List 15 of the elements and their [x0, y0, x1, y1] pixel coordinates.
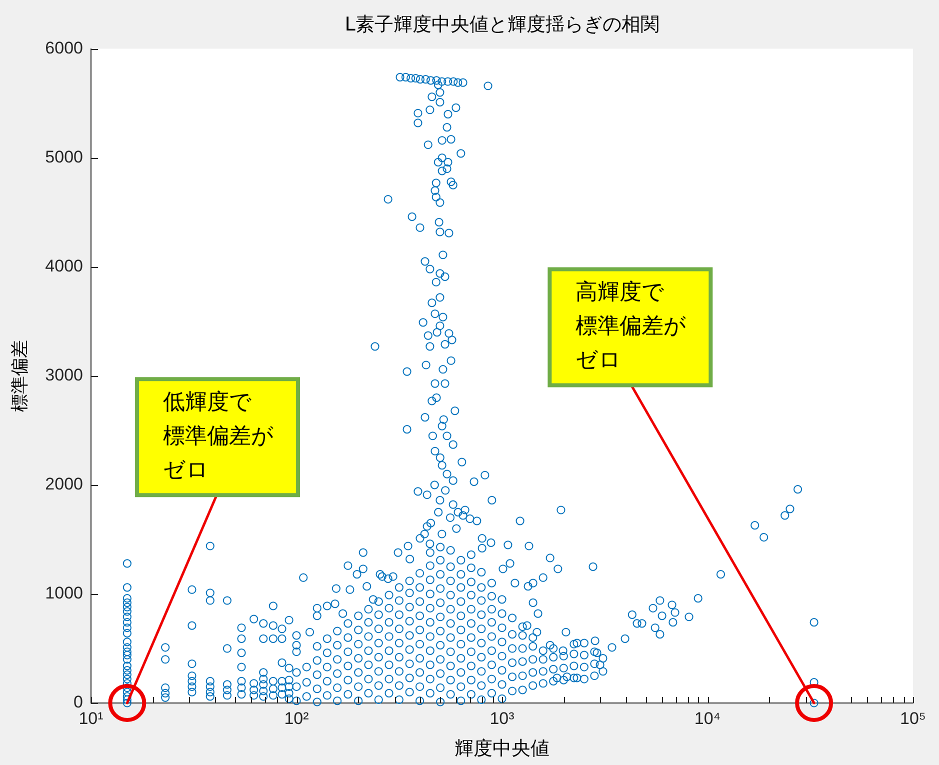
x-tick-label: 10⁴ — [694, 708, 721, 728]
x-axis-title: 輝度中央値 — [454, 738, 550, 760]
y-tick-label: 6000 — [45, 38, 83, 58]
y-tick-label: 5000 — [45, 148, 83, 167]
y-tick-label: 3000 — [45, 366, 83, 385]
y-tick-label: 2000 — [45, 474, 83, 494]
x-tick-label: 10² — [284, 708, 310, 728]
x-tick-label: 10⁵ — [900, 708, 926, 728]
y-tick-label: 1000 — [45, 584, 83, 603]
annotation: 低輝度で標準偏差がゼロ — [163, 390, 274, 483]
y-axis-title: 標準偏差 — [9, 340, 30, 412]
x-tick-label: 10³ — [490, 708, 515, 728]
y-tick-label: 4000 — [45, 256, 83, 276]
annotation: 高輝度で標準偏差がゼロ — [576, 280, 687, 373]
chart-title: L素子輝度中央値と輝度揺らぎの相関 — [344, 13, 660, 36]
